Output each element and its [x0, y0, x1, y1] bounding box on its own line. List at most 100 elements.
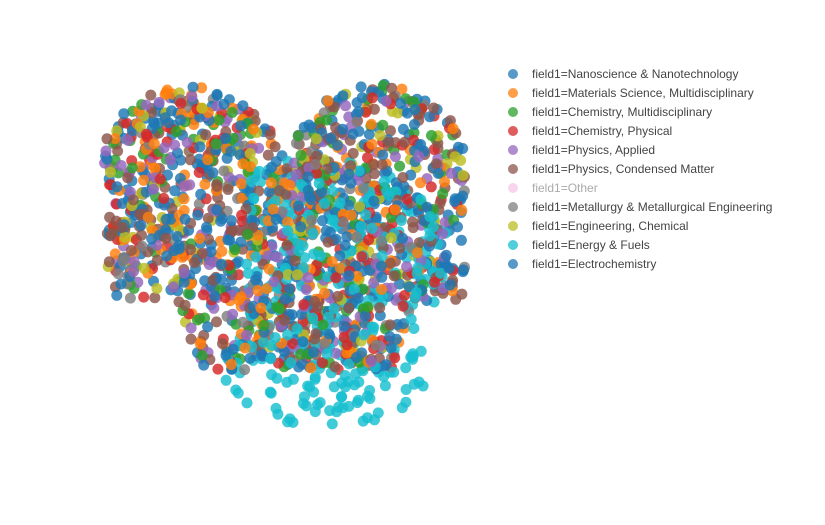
scatter-point[interactable]	[336, 391, 347, 403]
scatter-point[interactable]	[192, 314, 203, 326]
scatter-point[interactable]	[241, 397, 253, 409]
scatter-point[interactable]	[169, 139, 181, 151]
scatter-point[interactable]	[218, 165, 230, 177]
scatter-point[interactable]	[109, 248, 121, 260]
scatter-point[interactable]	[322, 271, 334, 283]
scatter-point[interactable]	[188, 119, 200, 130]
scatter-point[interactable]	[293, 245, 305, 257]
scatter-point[interactable]	[280, 188, 292, 200]
scatter-point[interactable]	[211, 204, 223, 216]
scatter-point[interactable]	[199, 275, 211, 287]
scatter-point[interactable]	[428, 102, 440, 114]
scatter-point[interactable]	[394, 160, 406, 172]
scatter-point[interactable]	[426, 130, 437, 141]
scatter-point[interactable]	[309, 406, 321, 418]
scatter-point[interactable]	[239, 364, 251, 376]
scatter-point[interactable]	[136, 240, 148, 252]
scatter-point[interactable]	[270, 402, 282, 414]
scatter-point[interactable]	[229, 244, 241, 256]
scatter-point[interactable]	[194, 338, 206, 350]
scatter-point[interactable]	[340, 100, 351, 112]
scatter-point[interactable]	[327, 186, 339, 197]
scatter-point[interactable]	[300, 284, 312, 295]
scatter-point[interactable]	[347, 147, 359, 159]
scatter-point[interactable]	[154, 173, 166, 185]
scatter-point[interactable]	[196, 350, 208, 362]
scatter-point[interactable]	[218, 98, 230, 110]
scatter-point[interactable]	[148, 138, 160, 150]
scatter-point[interactable]	[355, 221, 367, 232]
scatter-point[interactable]	[397, 123, 409, 135]
scatter-point[interactable]	[385, 257, 396, 269]
scatter-point[interactable]	[307, 312, 319, 324]
scatter-point[interactable]	[401, 193, 413, 205]
scatter-point[interactable]	[255, 176, 266, 188]
scatter-point[interactable]	[115, 278, 127, 290]
scatter-point[interactable]	[197, 289, 209, 301]
scatter-point[interactable]	[345, 177, 357, 189]
scatter-point[interactable]	[212, 363, 224, 375]
scatter-point[interactable]	[234, 149, 246, 161]
scatter-point[interactable]	[360, 209, 372, 221]
scatter-point[interactable]	[178, 267, 190, 279]
scatter-point[interactable]	[153, 96, 165, 108]
scatter-point[interactable]	[127, 194, 139, 206]
scatter-point[interactable]	[331, 139, 343, 151]
scatter-point[interactable]	[105, 230, 117, 242]
scatter-point[interactable]	[306, 215, 318, 226]
scatter-point[interactable]	[198, 329, 210, 341]
scatter-point[interactable]	[211, 180, 223, 192]
scatter-point[interactable]	[119, 252, 131, 264]
scatter-point[interactable]	[282, 329, 294, 341]
scatter-point[interactable]	[184, 154, 196, 166]
scatter-point[interactable]	[345, 209, 357, 221]
scatter-point[interactable]	[316, 186, 328, 198]
scatter-point[interactable]	[201, 221, 212, 233]
scatter-point[interactable]	[109, 133, 121, 145]
scatter-point[interactable]	[348, 283, 360, 295]
scatter-point[interactable]	[244, 148, 256, 160]
scatter-point[interactable]	[267, 203, 279, 215]
scatter-point[interactable]	[328, 381, 340, 393]
scatter-point[interactable]	[341, 339, 353, 351]
scatter-point[interactable]	[311, 150, 323, 162]
scatter-point[interactable]	[376, 159, 388, 171]
scatter-point[interactable]	[134, 121, 146, 133]
scatter-point[interactable]	[284, 179, 296, 191]
scatter-point[interactable]	[456, 204, 468, 216]
scatter-point[interactable]	[119, 231, 131, 243]
scatter-point[interactable]	[208, 302, 220, 314]
scatter-point[interactable]	[415, 345, 427, 357]
scatter-point[interactable]	[368, 168, 380, 180]
scatter-point[interactable]	[415, 139, 427, 150]
scatter-point[interactable]	[220, 374, 232, 386]
scatter-point[interactable]	[343, 199, 355, 211]
scatter-point[interactable]	[140, 99, 152, 111]
scatter-point[interactable]	[207, 167, 219, 179]
scatter-point[interactable]	[343, 270, 355, 282]
scatter-point[interactable]	[187, 81, 199, 93]
scatter-point[interactable]	[295, 149, 307, 161]
scatter-point[interactable]	[136, 229, 147, 241]
scatter-point[interactable]	[319, 338, 330, 350]
scatter-point[interactable]	[389, 151, 401, 163]
scatter-point[interactable]	[408, 119, 420, 130]
scatter-point[interactable]	[239, 342, 251, 354]
legend-item[interactable]: field1=Electrochemistry	[508, 257, 656, 271]
scatter-point[interactable]	[345, 160, 357, 172]
scatter-point[interactable]	[178, 193, 190, 205]
scatter-point[interactable]	[262, 149, 274, 161]
scatter-point[interactable]	[318, 197, 330, 209]
scatter-point[interactable]	[111, 289, 123, 301]
scatter-point[interactable]	[257, 336, 269, 348]
scatter-point[interactable]	[359, 310, 371, 322]
scatter-point[interactable]	[125, 245, 137, 256]
scatter-point[interactable]	[215, 273, 227, 285]
scatter-point[interactable]	[245, 175, 257, 187]
scatter-point[interactable]	[213, 114, 225, 126]
scatter-point[interactable]	[258, 320, 270, 331]
scatter-point[interactable]	[287, 338, 299, 350]
scatter-point[interactable]	[310, 328, 322, 340]
scatter-point[interactable]	[168, 245, 180, 257]
scatter-point[interactable]	[326, 256, 338, 268]
